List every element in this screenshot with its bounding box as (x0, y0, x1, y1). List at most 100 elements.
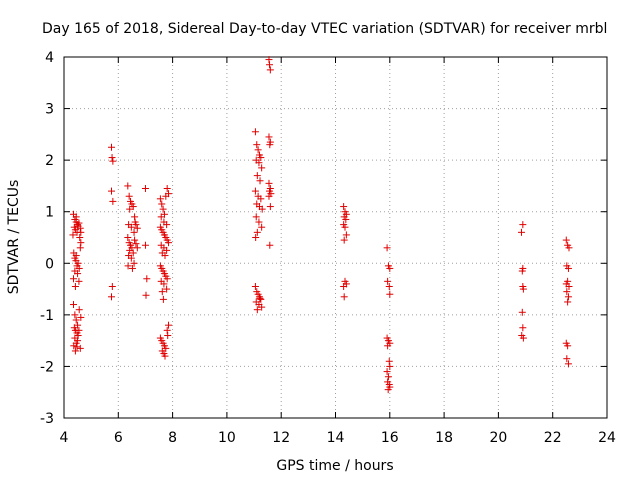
data-point (129, 249, 137, 257)
data-point (252, 234, 260, 241)
y-tick-label: 4 (45, 50, 54, 66)
data-point (73, 343, 81, 351)
data-point (564, 360, 572, 368)
data-point (518, 267, 526, 275)
data-point (383, 368, 391, 376)
data-point (124, 262, 132, 270)
data-point (108, 143, 116, 151)
data-point (384, 277, 392, 285)
data-point (126, 246, 134, 254)
data-point (266, 241, 274, 249)
data-point (143, 275, 151, 283)
x-tick-label: 6 (114, 430, 123, 446)
data-point (255, 218, 263, 226)
data-point (253, 141, 261, 149)
x-tick-label: 14 (327, 430, 345, 446)
data-point (71, 347, 79, 355)
data-point (133, 244, 141, 252)
data-point (384, 386, 392, 394)
x-tick-label: 10 (218, 430, 236, 446)
x-tick-label: 8 (168, 430, 177, 446)
data-point (265, 179, 273, 187)
y-tick-label: 2 (45, 153, 54, 169)
data-point (385, 282, 393, 290)
data-point (75, 264, 83, 272)
data-point (519, 221, 527, 229)
y-tick-label: 3 (45, 102, 54, 118)
data-point (160, 280, 168, 288)
data-point (159, 295, 167, 303)
data-point (257, 195, 265, 203)
data-point (124, 234, 132, 241)
data-point (340, 203, 348, 211)
data-point (141, 185, 149, 193)
data-point (266, 203, 274, 211)
data-point (564, 298, 572, 306)
data-point (77, 313, 85, 321)
data-point (127, 223, 135, 231)
data-point (163, 246, 171, 254)
data-point (158, 288, 166, 296)
data-point (565, 244, 573, 252)
data-points (69, 56, 573, 394)
data-point (71, 311, 79, 319)
data-point (75, 277, 83, 285)
data-point (385, 357, 393, 365)
data-point (258, 205, 266, 213)
data-point (124, 182, 132, 190)
data-point (564, 293, 572, 301)
data-point (163, 285, 171, 293)
data-point (253, 306, 261, 314)
data-point (75, 219, 83, 227)
data-point (386, 264, 394, 272)
data-point (251, 282, 259, 290)
data-point (257, 154, 265, 162)
data-point (72, 213, 80, 221)
data-point (70, 342, 78, 350)
data-point (163, 221, 171, 229)
data-point (156, 195, 164, 203)
data-point (383, 244, 391, 252)
data-point (108, 293, 116, 301)
data-point (255, 159, 263, 167)
data-point (76, 244, 84, 252)
data-point (70, 301, 78, 309)
data-point (75, 306, 83, 314)
x-tick-label: 12 (272, 430, 290, 446)
data-point (157, 213, 165, 221)
data-point (70, 275, 78, 283)
data-point (133, 224, 141, 232)
data-point (161, 252, 169, 260)
x-tick-label: 4 (60, 430, 69, 446)
data-point (384, 373, 392, 381)
data-point (563, 355, 571, 363)
data-point (76, 234, 84, 241)
data-point (130, 259, 138, 267)
data-point (266, 141, 274, 149)
data-point (253, 172, 261, 180)
data-point (265, 56, 273, 64)
x-tick-label: 22 (544, 430, 562, 446)
data-point (519, 324, 527, 332)
data-point (258, 303, 266, 311)
data-point (165, 321, 173, 329)
data-point (253, 228, 261, 236)
data-point (340, 236, 348, 244)
data-point (163, 275, 171, 283)
data-point (77, 239, 85, 247)
y-tick-label: -2 (40, 359, 54, 375)
data-point (257, 295, 265, 303)
data-point (127, 254, 135, 262)
data-point (384, 342, 392, 350)
data-point (519, 285, 527, 293)
data-point (131, 236, 139, 244)
data-point (132, 240, 140, 248)
data-point (254, 146, 262, 154)
data-point (71, 282, 79, 290)
data-point (162, 344, 170, 352)
data-point (109, 197, 117, 205)
data-point (163, 326, 171, 334)
data-point (129, 203, 137, 211)
